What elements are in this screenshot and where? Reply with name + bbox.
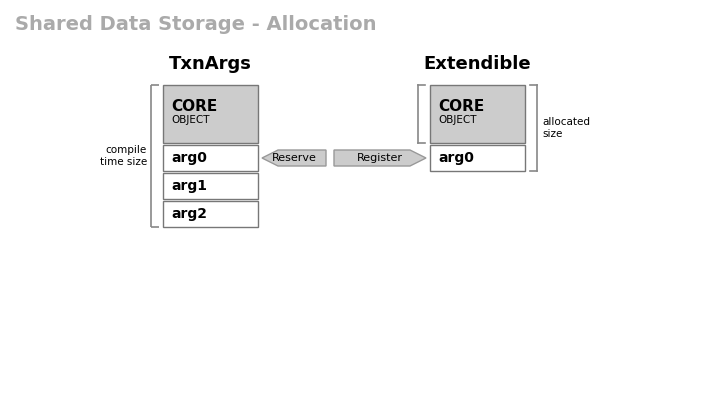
Bar: [163, 145, 258, 171]
Text: arg1: arg1: [171, 179, 207, 193]
Text: Reserve: Reserve: [271, 153, 316, 163]
Polygon shape: [262, 150, 326, 166]
Text: Extendible: Extendible: [423, 55, 531, 73]
Bar: [163, 85, 258, 143]
Bar: [430, 145, 525, 171]
Polygon shape: [334, 150, 426, 166]
Text: CORE: CORE: [171, 99, 217, 114]
Text: Register: Register: [357, 153, 403, 163]
Text: compile
time size: compile time size: [100, 145, 147, 167]
Text: Shared Data Storage - Allocation: Shared Data Storage - Allocation: [15, 15, 377, 34]
Text: OBJECT: OBJECT: [438, 115, 477, 125]
Text: allocated
size: allocated size: [542, 117, 590, 139]
Text: arg0: arg0: [171, 151, 207, 165]
Bar: [163, 201, 258, 227]
Bar: [163, 173, 258, 199]
Text: CORE: CORE: [438, 99, 485, 114]
Text: arg2: arg2: [171, 207, 207, 221]
Text: OBJECT: OBJECT: [171, 115, 210, 125]
Bar: [430, 85, 525, 143]
Text: TxnArgs: TxnArgs: [169, 55, 252, 73]
Text: arg0: arg0: [438, 151, 474, 165]
